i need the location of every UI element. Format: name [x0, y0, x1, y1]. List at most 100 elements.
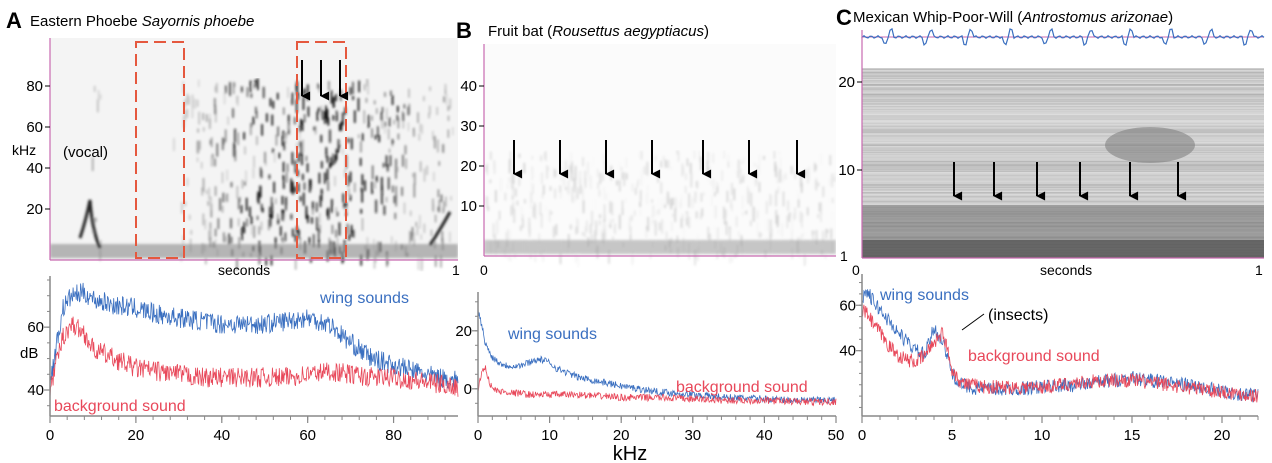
spectrogram-cell [278, 152, 281, 159]
spectrogram-cell [325, 105, 327, 119]
panel-c: C Mexican Whip-Poor-Will (Antrostomus ar… [836, 5, 1265, 278]
spectrogram-cell [238, 198, 240, 210]
spectrogram-cell [97, 90, 100, 102]
spectrogram-cell [173, 137, 175, 152]
spectrogram-streak [862, 74, 1264, 76]
spectrogram-cell [753, 206, 755, 222]
panel-c-waveform [861, 27, 1265, 47]
spectrogram-streak [862, 115, 1264, 117]
spectrogram-cell [804, 169, 806, 178]
spectrogram-cell [623, 172, 625, 187]
spectrogram-cell [742, 211, 744, 217]
spectrogram-cell [567, 180, 570, 195]
spectrogram-cell [397, 105, 399, 113]
spectrogram-cell [208, 187, 210, 200]
x-tick-label: 80 [385, 427, 402, 444]
spectrogram-cell [211, 153, 214, 159]
spectrogram-streak [862, 192, 1264, 194]
spectrogram-cell [244, 181, 246, 186]
spectrogram-cell [794, 170, 797, 180]
spectrogram-cell [405, 158, 407, 169]
spectrogram-cell [570, 224, 572, 230]
spectrogram-cell [326, 168, 329, 181]
spectrogram-cell [326, 109, 329, 123]
spectrogram-cell [796, 189, 799, 197]
spectrogram-cell [652, 205, 654, 218]
spectrogram-cell [353, 182, 356, 193]
spectrogram-cell [507, 229, 509, 244]
spectrogram-cell [307, 92, 309, 101]
spectrogram-cell [363, 110, 366, 124]
panel-b-spectrogram-noise [484, 150, 836, 268]
spectrogram-cell [376, 108, 378, 114]
spectrogram-cell [598, 189, 601, 197]
spectrogram-cell [799, 211, 802, 223]
spectrogram-cell [516, 200, 519, 206]
vocal-trace-left [78, 199, 102, 249]
spectrogram-streak [862, 83, 1264, 85]
spectrogram-cell [680, 194, 683, 208]
spectrogram-cell [385, 155, 388, 167]
spectrogram-cell [419, 214, 421, 229]
spectrogram-cell [282, 174, 285, 180]
spectrogram-cell [786, 215, 789, 229]
spectrogram-cell [791, 229, 794, 234]
spectrogram-cell [635, 187, 637, 195]
spectrogram-cell [318, 172, 321, 184]
spectrogram-streak [862, 71, 1264, 73]
spectrogram-cell [245, 170, 247, 183]
spectrogram-cell [408, 88, 410, 98]
spectrogram-cell [584, 226, 587, 239]
spectrogram-cell [239, 197, 241, 203]
spectrogram-cell [202, 112, 204, 121]
spectrogram-cell [806, 207, 809, 216]
spectrogram-cell [500, 177, 502, 192]
spectrogram-cell [305, 155, 308, 162]
spectrogram-cell [603, 153, 605, 163]
spec-y-tick-label: 80 [26, 78, 43, 95]
spectrogram-cell [269, 206, 271, 218]
spectrogram-cell [300, 118, 302, 126]
spectrogram-cell [352, 81, 354, 95]
spectrogram-cell [411, 227, 414, 237]
spectrogram-cell [332, 115, 335, 121]
spectrogram-streak [862, 142, 1264, 145]
spectrogram-cell [591, 155, 594, 168]
spectrogram-cell [707, 226, 709, 240]
spectrogram-cell [348, 188, 350, 196]
spectrogram-streak [862, 122, 1264, 124]
spectrogram-streak [862, 73, 1264, 75]
spectrogram-cell [775, 165, 777, 178]
spectrogram-cell [506, 183, 509, 189]
spectrogram-cell [299, 196, 302, 202]
spectrogram-cell [302, 192, 305, 206]
spectrogram-cell [269, 214, 272, 227]
panel-a-title: Eastern Phoebe Sayornis phoebe [30, 13, 254, 30]
spectrogram-streak [862, 154, 1264, 156]
spectrogram-cell [328, 82, 330, 91]
spectrogram-cell [574, 192, 577, 202]
spectrogram-cell [798, 237, 800, 242]
spectrogram-cell [571, 161, 573, 174]
spectrogram-cell [238, 237, 240, 249]
spectrogram-cell [429, 105, 431, 115]
spectrogram-cell [256, 215, 259, 221]
spectrogram-cell [199, 140, 201, 150]
spectrogram-cell [299, 237, 302, 250]
spectrogram-cell [188, 214, 191, 221]
spectrogram-cell [831, 174, 833, 186]
spectrogram-cell [256, 78, 259, 91]
spectrogram-cell [358, 80, 360, 93]
panel-c-title: Mexican Whip-Poor-Will (Antrostomus ariz… [853, 9, 1173, 26]
x-tick-label: 15 [1124, 427, 1141, 444]
spectrogram-cell [402, 154, 404, 167]
spectrogram-cell [664, 196, 666, 205]
spectrogram-streak [862, 166, 1264, 168]
spectrogram-cell [207, 200, 210, 206]
spectrogram-cell [397, 133, 400, 140]
spectrogram-cell [508, 177, 511, 183]
spectrogram-cell [230, 236, 233, 244]
spectrogram-cell [249, 123, 252, 136]
spectrogram-cell [445, 94, 448, 106]
spectrogram-streak [862, 99, 1264, 101]
